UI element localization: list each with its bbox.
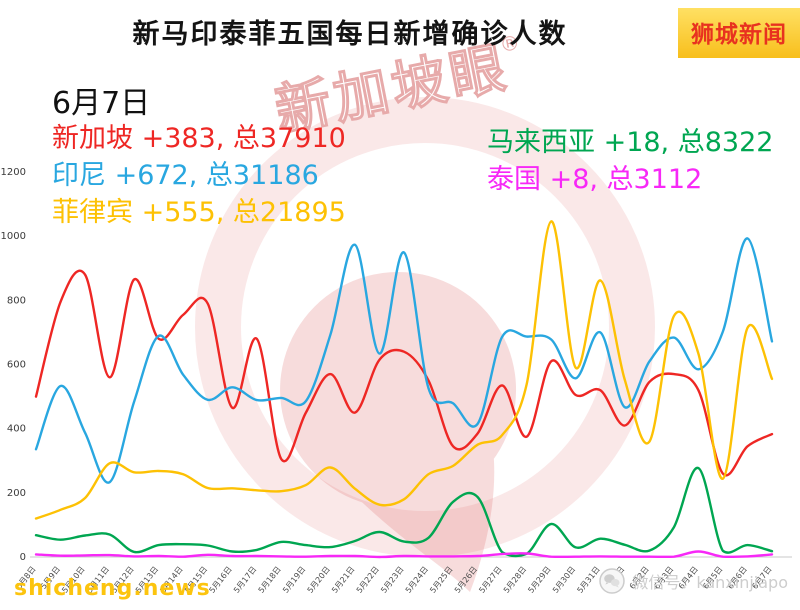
site-watermark: shicheng.news [14, 576, 211, 601]
legend-philippines: 菲律宾 +555, 总21895 [52, 197, 346, 228]
svg-text:5月31日: 5月31日 [575, 565, 601, 595]
svg-text:5月24日: 5月24日 [404, 565, 430, 595]
svg-text:5月22日: 5月22日 [355, 565, 381, 595]
svg-text:600: 600 [7, 360, 26, 371]
svg-text:5月25日: 5月25日 [428, 565, 454, 595]
legend-malaysia: 马来西亚 +18, 总8322 [487, 127, 774, 158]
svg-text:200: 200 [7, 488, 26, 499]
svg-text:1000: 1000 [1, 231, 26, 242]
legend-right: 马来西亚 +18, 总8322 泰国 +8, 总3112 [487, 124, 773, 198]
legend-thailand: 泰国 +8, 总3112 [487, 164, 703, 195]
legend-indonesia: 印尼 +672, 总31186 [52, 160, 319, 191]
wechat-line: 微信号：kanxinjiapo [599, 568, 788, 594]
svg-text:®: ® [498, 30, 522, 57]
svg-text:5月29日: 5月29日 [526, 565, 552, 595]
svg-text:5月23日: 5月23日 [379, 565, 405, 595]
page-title: 新马印泰菲五国每日新增确诊人数 [132, 19, 568, 50]
svg-text:1200: 1200 [1, 167, 26, 178]
svg-text:5月28日: 5月28日 [502, 565, 528, 595]
legend-left: 新加坡 +383, 总37910 印尼 +672, 总31186 菲律宾 +55… [52, 120, 346, 231]
svg-text:5月17日: 5月17日 [232, 565, 258, 595]
date-label: 6月7日 [52, 86, 151, 121]
brand-badge: 狮城新闻 [678, 8, 800, 58]
svg-text:400: 400 [7, 424, 26, 435]
svg-text:5月27日: 5月27日 [477, 565, 503, 595]
svg-text:5月21日: 5月21日 [330, 565, 356, 595]
svg-text:800: 800 [7, 295, 26, 306]
svg-text:5月19日: 5月19日 [281, 565, 307, 595]
svg-text:5月20日: 5月20日 [306, 565, 332, 595]
svg-text:5月30日: 5月30日 [551, 565, 577, 595]
svg-text:0: 0 [20, 552, 26, 563]
svg-text:5月16日: 5月16日 [207, 565, 233, 595]
legend-singapore: 新加坡 +383, 总37910 [52, 123, 346, 154]
wechat-id: 微信号：kanxinjiapo [632, 573, 788, 592]
wechat-icon [599, 568, 626, 594]
svg-text:5月18日: 5月18日 [257, 565, 283, 595]
